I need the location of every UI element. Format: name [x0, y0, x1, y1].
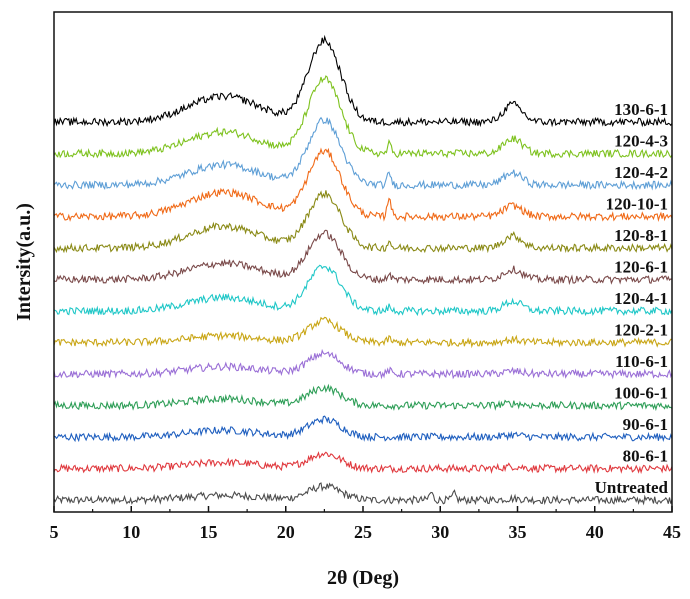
- series-label: 100-6-1: [614, 384, 668, 403]
- series-line: [53, 116, 673, 191]
- series-line: [53, 147, 673, 223]
- series-line: [53, 383, 673, 412]
- x-tick-label: 30: [431, 522, 449, 542]
- curves-group: [53, 34, 673, 506]
- x-ticks-group: 5 10 15 20 25 30 35 40 45: [50, 506, 681, 542]
- series-line: [53, 316, 673, 349]
- series-label: 130-6-1: [614, 100, 668, 119]
- series-label: Untreated: [595, 478, 669, 497]
- series-label: 120-4-2: [614, 163, 668, 182]
- x-tick-label: 10: [122, 522, 140, 542]
- series-line: [53, 264, 673, 317]
- series-line: [53, 190, 673, 254]
- x-tick-label: 35: [509, 522, 527, 542]
- x-tick-label: 25: [354, 522, 372, 542]
- x-tick-label: 15: [200, 522, 218, 542]
- series-label: 110-6-1: [615, 352, 668, 371]
- x-tick-label: 5: [50, 522, 59, 542]
- series-labels-group: Untreated 80-6-1 90-6-1 100-6-1 110-6-1 120-2…: [595, 100, 669, 497]
- series-label: 120-8-1: [614, 226, 668, 245]
- series-line: [53, 451, 673, 475]
- y-axis-title: Intersity(a.u.): [13, 203, 35, 321]
- series-label: 120-4-1: [614, 289, 668, 308]
- x-tick-label: 20: [277, 522, 295, 542]
- series-line: [53, 415, 673, 443]
- x-axis-title: 2θ (Deg): [327, 567, 399, 589]
- series-label: 90-6-1: [623, 415, 668, 434]
- series-line: [53, 34, 673, 128]
- x-tick-label: 40: [586, 522, 604, 542]
- series-label: 80-6-1: [623, 447, 668, 466]
- series-label: 120-4-3: [614, 132, 668, 151]
- x-tick-label: 45: [663, 522, 681, 542]
- series-label: 120-6-1: [614, 258, 668, 277]
- series-line: [53, 482, 673, 506]
- series-label: 120-2-1: [614, 321, 668, 340]
- series-label: 120-10-1: [606, 195, 668, 214]
- series-line: [53, 75, 673, 159]
- series-line: [53, 229, 673, 286]
- series-line: [53, 348, 673, 380]
